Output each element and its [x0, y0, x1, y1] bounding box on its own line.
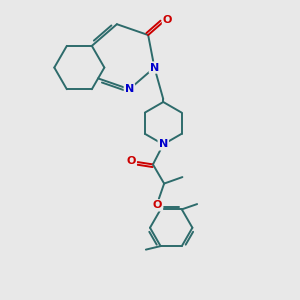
Text: O: O: [163, 15, 172, 25]
Text: N: N: [150, 63, 159, 73]
Text: N: N: [159, 140, 168, 149]
Text: O: O: [153, 200, 162, 210]
Text: N: N: [125, 84, 134, 94]
Text: O: O: [127, 156, 136, 166]
